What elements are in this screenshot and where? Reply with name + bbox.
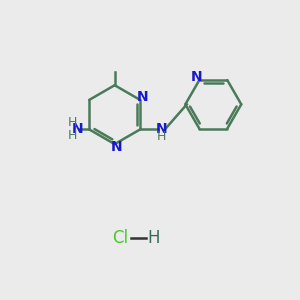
Text: N: N [72,122,84,136]
Text: N: N [111,140,123,154]
Text: H: H [68,129,77,142]
Text: Cl: Cl [112,229,128,247]
Text: H: H [68,116,77,129]
Text: N: N [137,90,148,104]
Text: H: H [157,130,166,143]
Text: N: N [156,122,167,136]
Text: N: N [191,70,203,84]
Text: H: H [148,229,160,247]
